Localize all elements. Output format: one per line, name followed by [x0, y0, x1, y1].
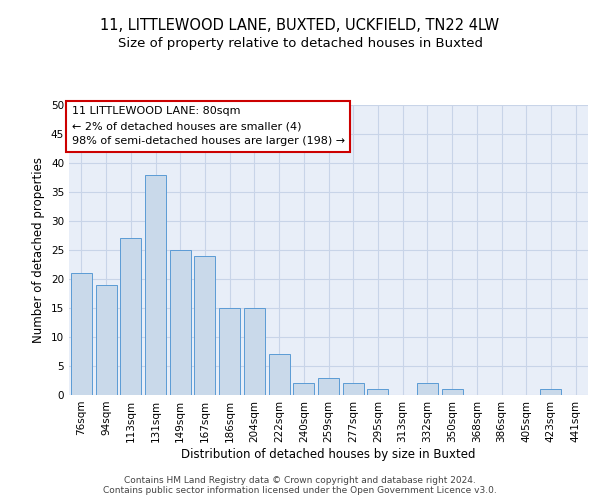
Bar: [343, 384, 364, 395]
Bar: [244, 308, 265, 395]
Bar: [417, 384, 438, 395]
Bar: [170, 250, 191, 395]
Text: 11, LITTLEWOOD LANE, BUXTED, UCKFIELD, TN22 4LW: 11, LITTLEWOOD LANE, BUXTED, UCKFIELD, T…: [100, 18, 500, 32]
Bar: [95, 285, 116, 395]
Bar: [318, 378, 339, 395]
X-axis label: Distribution of detached houses by size in Buxted: Distribution of detached houses by size …: [181, 448, 476, 460]
Bar: [71, 273, 92, 395]
Bar: [442, 389, 463, 395]
Bar: [194, 256, 215, 395]
Text: Size of property relative to detached houses in Buxted: Size of property relative to detached ho…: [118, 38, 482, 51]
Bar: [541, 389, 562, 395]
Bar: [145, 174, 166, 395]
Text: Contains HM Land Registry data © Crown copyright and database right 2024.
Contai: Contains HM Land Registry data © Crown c…: [103, 476, 497, 495]
Y-axis label: Number of detached properties: Number of detached properties: [32, 157, 46, 343]
Text: 11 LITTLEWOOD LANE: 80sqm
← 2% of detached houses are smaller (4)
98% of semi-de: 11 LITTLEWOOD LANE: 80sqm ← 2% of detach…: [71, 106, 345, 146]
Bar: [219, 308, 240, 395]
Bar: [293, 384, 314, 395]
Bar: [269, 354, 290, 395]
Bar: [120, 238, 141, 395]
Bar: [367, 389, 388, 395]
